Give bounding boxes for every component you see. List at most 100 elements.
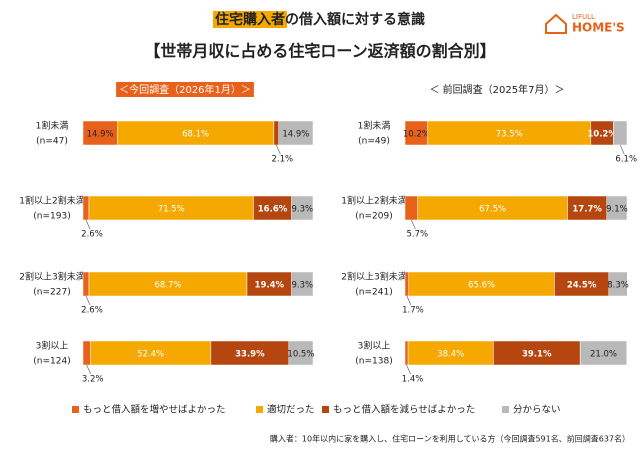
legend-label: 適切だった	[267, 404, 315, 416]
panel-subtitle-bg	[116, 82, 254, 97]
leader-line	[406, 364, 411, 375]
bar-segment	[291, 195, 314, 221]
panel-subtitle: ＜今回調査（2026年1月）＞	[119, 83, 251, 96]
value-label: 9.1%	[606, 205, 628, 215]
category-label: 2割以上3割未満	[341, 271, 406, 283]
value-label: 10.5%	[287, 350, 314, 360]
legend-swatch	[256, 406, 263, 413]
value-label: 10.2%	[587, 130, 617, 140]
logo: LIFULL HOME'S	[545, 13, 625, 35]
bar-segment	[273, 120, 279, 146]
value-label: 2.1%	[272, 155, 294, 165]
bar-segment	[210, 340, 290, 366]
leader-line	[406, 295, 412, 306]
value-label: 68.7%	[154, 281, 181, 291]
sample-size: (n=193)	[33, 212, 70, 222]
bar-segment	[90, 340, 212, 366]
bar-segment	[88, 271, 248, 297]
bar-segment	[608, 271, 628, 297]
value-label: 2.6%	[81, 306, 103, 316]
value-label: 1.4%	[402, 375, 424, 385]
title: 住宅購入者の借入額に対する意識	[215, 11, 425, 28]
bar-segment	[606, 195, 628, 221]
value-label: 65.6%	[468, 281, 495, 291]
legend-label: 分からない	[513, 405, 561, 416]
logo-top: LIFULL	[572, 13, 595, 21]
leader-line	[85, 219, 91, 230]
bar-segment	[427, 120, 592, 146]
sample-size: (n=241)	[355, 288, 392, 298]
bar-segment	[88, 195, 254, 221]
sample-size: (n=47)	[36, 137, 68, 147]
leader-line	[86, 364, 91, 375]
leader-line	[411, 219, 416, 230]
value-label: 9.3%	[292, 205, 314, 215]
bar-segment	[417, 195, 568, 221]
bar-segment	[117, 120, 275, 146]
bar-segment	[493, 340, 581, 366]
legend-swatch	[322, 406, 329, 413]
leader-line	[85, 295, 91, 306]
logo-main: HOME'S	[572, 21, 625, 35]
value-label: 5.7%	[407, 230, 429, 240]
logo-icon	[545, 13, 567, 34]
value-label: 17.7%	[572, 205, 602, 215]
legend-label: もっと借入額を増やせばよかった	[83, 404, 226, 416]
value-label: 67.5%	[479, 205, 506, 215]
legend-swatch	[72, 406, 79, 413]
value-label: 10.2%	[403, 130, 430, 140]
value-label: 24.5%	[567, 281, 597, 291]
bar-segment	[278, 120, 314, 146]
value-label: 14.9%	[282, 130, 309, 140]
bar-segment	[82, 271, 90, 297]
value-label: 19.4%	[255, 281, 285, 291]
value-label: 3.2%	[82, 375, 104, 385]
legend-label: もっと借入額を減らせばよかった	[333, 404, 475, 416]
bar-segment	[408, 271, 555, 297]
category-label: 1割以上2割未満	[341, 195, 406, 207]
value-label: 2.6%	[81, 230, 103, 240]
category-label: 1割未満	[358, 120, 391, 132]
bar-segment	[82, 120, 118, 146]
category-label: 1割以上2割未満	[19, 195, 84, 207]
bar-segment	[82, 195, 90, 221]
value-label: 6.1%	[615, 155, 637, 165]
value-label: 16.6%	[258, 205, 288, 215]
bar-segment	[579, 340, 628, 366]
bar-segment	[253, 195, 292, 221]
value-label: 52.4%	[137, 350, 164, 360]
value-label: 39.1%	[522, 350, 552, 360]
title-highlight: 住宅購入者	[215, 11, 285, 28]
bar-segment	[613, 120, 628, 146]
value-label: 14.9%	[87, 130, 114, 140]
value-label: 38.4%	[437, 350, 464, 360]
value-label: 9.3%	[292, 281, 314, 291]
value-label: 8.3%	[607, 281, 629, 291]
value-label: 33.9%	[235, 350, 265, 360]
value-label: 68.1%	[182, 130, 209, 140]
category-label: 2割以上3割未満	[19, 271, 84, 283]
subtitle: 【世帯月収に占める住宅ローン返済額の割合別】	[144, 42, 495, 61]
sample-size: (n=138)	[355, 357, 392, 367]
category-label: 3割以上	[358, 340, 391, 352]
note: 購入者：10年以内に家を購入し、住宅ローンを利用している方（今回調査591名、前…	[270, 434, 630, 444]
bar-segment	[567, 195, 608, 221]
bar-segment	[404, 195, 418, 221]
legend-swatch	[502, 406, 509, 413]
bar-segment	[407, 340, 494, 366]
value-label: 21.0%	[590, 350, 617, 360]
bar-segment	[82, 340, 91, 366]
value-label: 1.7%	[402, 306, 424, 316]
sample-size: (n=124)	[33, 357, 70, 367]
sample-size: (n=227)	[33, 288, 70, 298]
bar-segment	[288, 340, 314, 366]
value-label: 71.5%	[158, 205, 185, 215]
bar-segment	[404, 271, 410, 297]
title-highlight-bg	[213, 11, 287, 28]
leader-line	[275, 144, 281, 155]
bar-segment	[291, 271, 314, 297]
sample-size: (n=49)	[358, 137, 390, 147]
bar-segment	[404, 340, 409, 366]
